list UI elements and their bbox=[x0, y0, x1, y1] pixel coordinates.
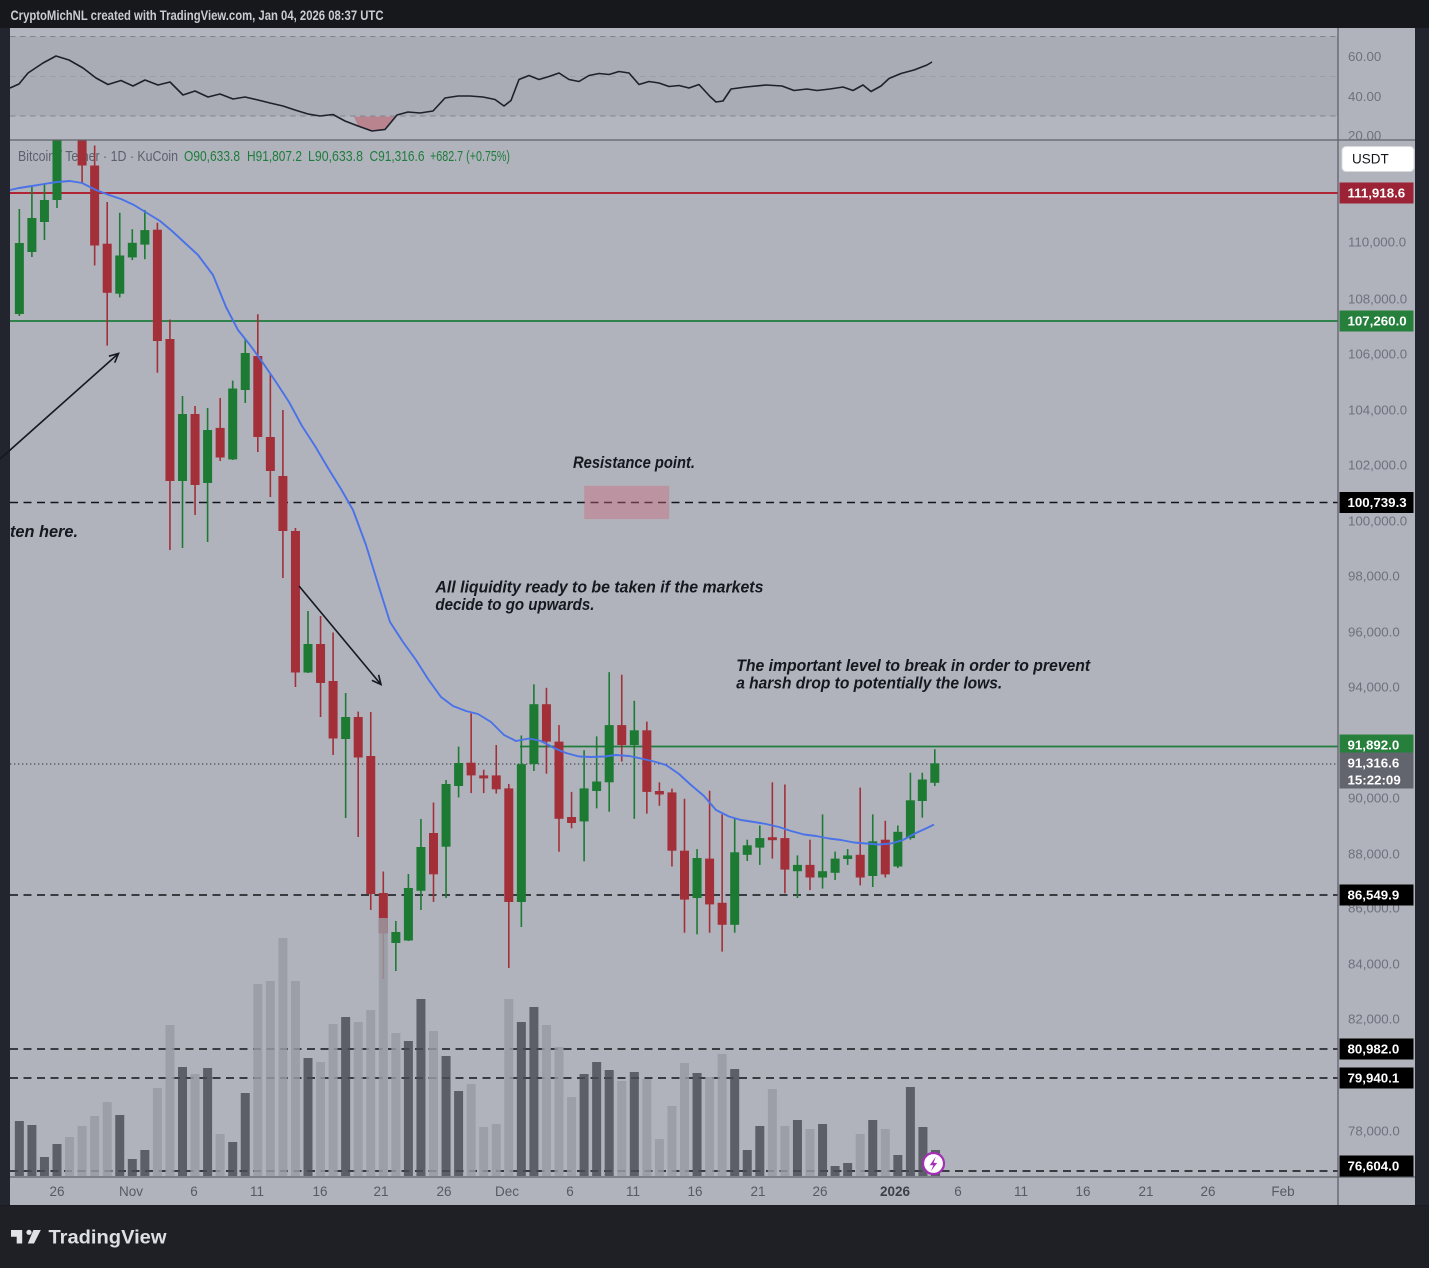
svg-text:Feb: Feb bbox=[1271, 1184, 1294, 1199]
svg-text:40.00: 40.00 bbox=[1348, 89, 1381, 104]
svg-text:6: 6 bbox=[954, 1184, 962, 1199]
svg-text:All liquidity ready to be take: All liquidity ready to be taken if the m… bbox=[434, 578, 763, 597]
svg-text:78,000.0: 78,000.0 bbox=[1348, 1124, 1400, 1139]
svg-text:The important level to break i: The important level to break in order to… bbox=[736, 656, 1091, 675]
svg-text:16: 16 bbox=[312, 1184, 327, 1199]
svg-text:26: 26 bbox=[436, 1184, 451, 1199]
svg-text:CryptoMichNL created with Trad: CryptoMichNL created with TradingView.co… bbox=[11, 8, 384, 23]
svg-text:104,000.0: 104,000.0 bbox=[1348, 403, 1407, 418]
svg-text:21: 21 bbox=[373, 1184, 388, 1199]
svg-text:L90,633.8: L90,633.8 bbox=[308, 148, 363, 165]
svg-text:94,000.0: 94,000.0 bbox=[1348, 680, 1400, 695]
svg-text:Bitcoin / Tether · 1D · KuCoin: Bitcoin / Tether · 1D · KuCoin bbox=[18, 148, 178, 165]
svg-text:Nov: Nov bbox=[119, 1184, 143, 1199]
svg-text:16: 16 bbox=[687, 1184, 702, 1199]
svg-text:91,892.0: 91,892.0 bbox=[1348, 738, 1400, 753]
svg-text:100,739.3: 100,739.3 bbox=[1348, 495, 1407, 510]
svg-text:O90,633.8: O90,633.8 bbox=[184, 148, 240, 165]
svg-text:11: 11 bbox=[250, 1184, 264, 1199]
svg-text:TradingView: TradingView bbox=[49, 1228, 167, 1249]
svg-text:100,000.0: 100,000.0 bbox=[1348, 514, 1407, 529]
svg-text:20.00: 20.00 bbox=[1348, 128, 1381, 143]
svg-text:ten here.: ten here. bbox=[10, 522, 78, 541]
svg-text:76,604.0: 76,604.0 bbox=[1348, 1159, 1400, 1174]
svg-text:6: 6 bbox=[190, 1184, 198, 1199]
svg-text:Resistance point.: Resistance point. bbox=[573, 453, 695, 472]
svg-text:91,316.6: 91,316.6 bbox=[1348, 756, 1400, 771]
svg-text:80,982.0: 80,982.0 bbox=[1348, 1042, 1400, 1057]
svg-text:11: 11 bbox=[1014, 1184, 1028, 1199]
svg-text:6: 6 bbox=[566, 1184, 574, 1199]
svg-text:79,940.1: 79,940.1 bbox=[1348, 1071, 1400, 1086]
svg-text:26: 26 bbox=[812, 1184, 827, 1199]
svg-text:107,260.0: 107,260.0 bbox=[1348, 314, 1407, 329]
svg-text:C91,316.6: C91,316.6 bbox=[370, 148, 425, 165]
svg-text:108,000.0: 108,000.0 bbox=[1348, 292, 1407, 307]
svg-text:Dec: Dec bbox=[495, 1184, 519, 1199]
svg-text:90,000.0: 90,000.0 bbox=[1348, 791, 1400, 806]
svg-text:106,000.0: 106,000.0 bbox=[1348, 347, 1407, 362]
svg-text:26: 26 bbox=[1200, 1184, 1215, 1199]
svg-text:60.00: 60.00 bbox=[1348, 49, 1381, 64]
svg-text:21: 21 bbox=[750, 1184, 765, 1199]
svg-text:98,000.0: 98,000.0 bbox=[1348, 569, 1400, 584]
svg-text:26: 26 bbox=[49, 1184, 64, 1199]
svg-text:102,000.0: 102,000.0 bbox=[1348, 458, 1407, 473]
svg-text:11: 11 bbox=[626, 1184, 640, 1199]
svg-text:86,549.9: 86,549.9 bbox=[1348, 888, 1400, 903]
svg-text:+682.7 (+0.75%): +682.7 (+0.75%) bbox=[430, 148, 510, 165]
svg-text:88,000.0: 88,000.0 bbox=[1348, 847, 1400, 862]
svg-text:21: 21 bbox=[1138, 1184, 1153, 1199]
svg-text:16: 16 bbox=[1075, 1184, 1090, 1199]
svg-text:110,000.0: 110,000.0 bbox=[1348, 235, 1406, 250]
svg-text:2026: 2026 bbox=[880, 1184, 911, 1199]
svg-text:15:22:09: 15:22:09 bbox=[1348, 773, 1401, 788]
svg-text:USDT: USDT bbox=[1352, 152, 1389, 167]
svg-text:a harsh drop to potentially th: a harsh drop to potentially the lows. bbox=[736, 674, 1002, 693]
svg-text:82,000.0: 82,000.0 bbox=[1348, 1012, 1400, 1027]
svg-text:96,000.0: 96,000.0 bbox=[1348, 625, 1400, 640]
svg-text:H91,807.2: H91,807.2 bbox=[247, 148, 302, 165]
svg-text:decide to go upwards.: decide to go upwards. bbox=[435, 595, 594, 614]
svg-text:84,000.0: 84,000.0 bbox=[1348, 957, 1400, 972]
svg-text:111,918.6: 111,918.6 bbox=[1348, 186, 1406, 201]
